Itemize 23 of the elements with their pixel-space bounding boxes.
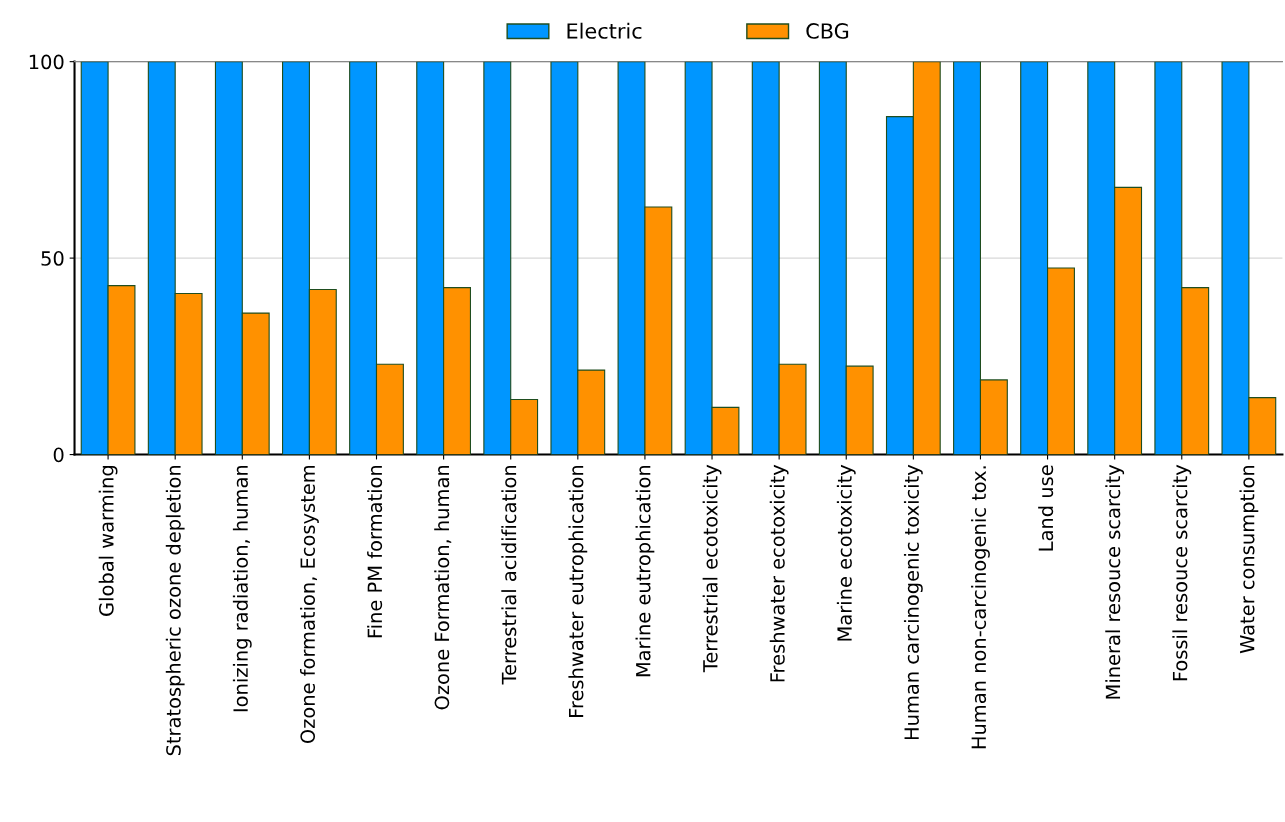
x-tick-label: Fossil resouce scarcity: [1172, 464, 1192, 681]
x-tick-label: Ozone formation, Ecosystem: [299, 465, 319, 744]
x-tick-label: Terrestrial acidification: [501, 465, 517, 685]
y-tick-label: 50: [41, 251, 64, 266]
x-tick-label: Ionizing radiation, human: [232, 465, 252, 712]
y-tick-label: 100: [29, 54, 64, 70]
x-tick-label: Freshwater eutrophication: [568, 465, 588, 717]
x-tick-label: Land use: [1038, 465, 1054, 551]
y-tick-label: 0: [53, 447, 64, 463]
x-tick-label: Marine eutrophication: [635, 465, 655, 677]
x-tick-label: Fine PM formation: [367, 465, 383, 638]
x-tick-label: Marine ecotoxicity: [836, 464, 856, 641]
x-tick-label: Mineral resouce scarcity: [1105, 464, 1125, 699]
x-tick-label: Human carcinogenic toxicity: [903, 464, 923, 740]
x-tick-label: Human non-carcinogenic tox.: [971, 466, 990, 749]
x-tick-label: Global warming: [98, 466, 118, 616]
x-tick-label: Freshwater ecotoxicity: [769, 464, 789, 682]
x-tick-label: Water consumption: [1239, 465, 1259, 654]
x-tick-label: Ozone Formation, human: [434, 465, 452, 710]
x-tick-label: Terrestrial ecotoxicity: [702, 464, 722, 673]
legend-label: Electric: [567, 22, 642, 39]
x-tick-label: Stratospheric ozone depletion: [165, 465, 185, 756]
legend-label: CBG: [806, 23, 849, 39]
